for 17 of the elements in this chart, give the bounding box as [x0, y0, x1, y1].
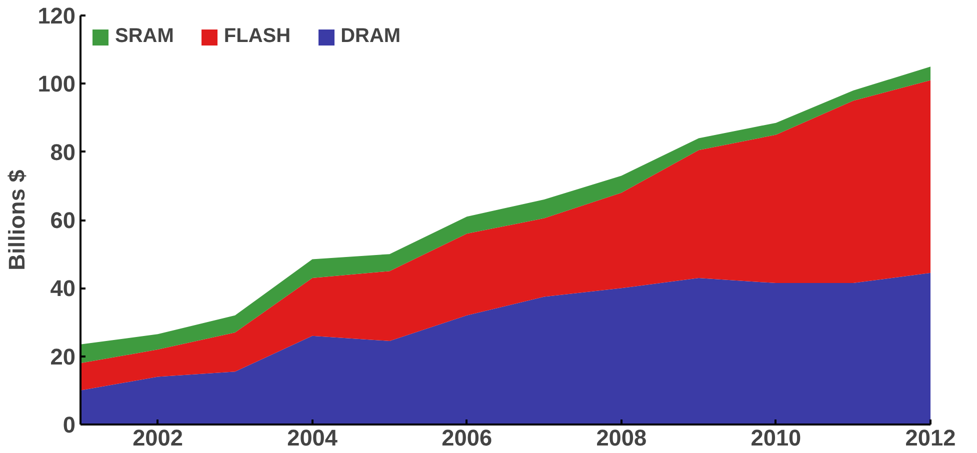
y-tick-label: 100 [38, 70, 76, 97]
y-tick-label: 40 [50, 275, 76, 302]
y-tick-label: 60 [50, 207, 76, 233]
legend-label: FLASH [224, 25, 291, 48]
x-tick-label: 2012 [905, 424, 956, 450]
legend-label: SRAM [115, 25, 174, 48]
y-tick-label: 20 [50, 343, 76, 370]
x-tick-label: 2006 [442, 424, 492, 450]
y-tick-label: 80 [50, 138, 76, 165]
legend-label: DRAM [340, 25, 401, 48]
x-tick-label: 2010 [750, 424, 802, 450]
x-tick-label: 2008 [596, 424, 647, 450]
y-axis-title: Billions $ [4, 169, 30, 270]
y-tick-label: 0 [62, 412, 76, 438]
y-tick-label: 120 [38, 2, 76, 28]
x-tick-label: 2004 [287, 424, 338, 450]
x-tick-label: 2002 [132, 424, 183, 450]
